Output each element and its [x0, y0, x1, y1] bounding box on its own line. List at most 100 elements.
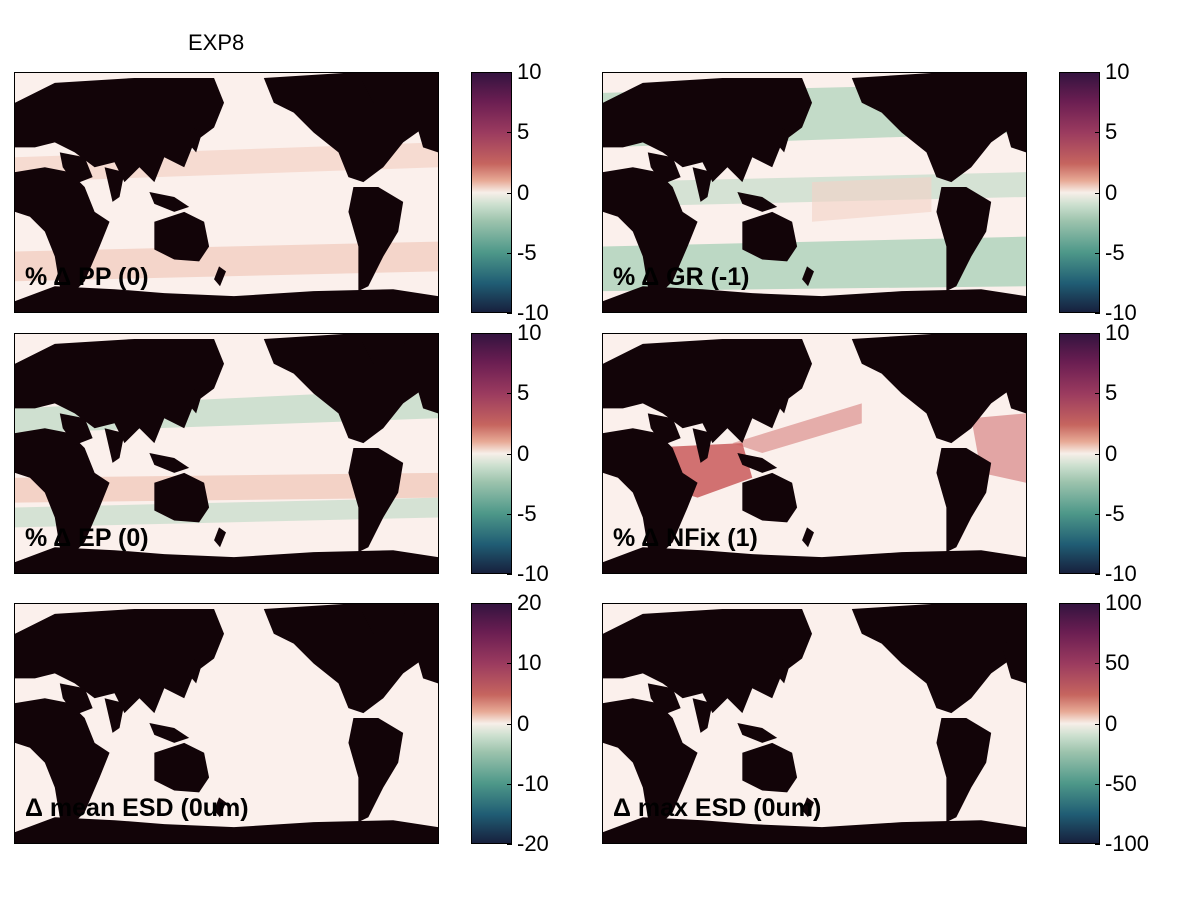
colorbar-tickmark [1095, 72, 1100, 73]
japan-land [189, 658, 203, 684]
greenland-land [358, 73, 409, 103]
arabia-land [647, 683, 681, 716]
map-panel-flat-4: Δ mean ESD (0um) [14, 603, 439, 844]
europe-land [413, 107, 438, 153]
india-land [104, 698, 125, 733]
colorbar-tickmark [507, 663, 512, 665]
australia-land [154, 472, 210, 523]
greenland-land [946, 73, 997, 103]
southamerica-land [936, 448, 992, 553]
nfix-pacific-streak [732, 403, 862, 454]
japan-land [189, 388, 203, 414]
colorbar-tickmark [507, 453, 512, 455]
world-map [603, 334, 1026, 573]
colorbar-tickmark [507, 513, 512, 515]
colorbar-tick-label: 0 [1105, 179, 1118, 205]
map-panel-ep-2: % Δ EP (0) [14, 333, 439, 574]
colorbar-tick-label: 100 [1105, 590, 1142, 615]
india-land [692, 167, 713, 202]
europe-land [413, 368, 438, 414]
colorbar-tick-label: -5 [1105, 500, 1125, 526]
colorbar-tick-label: 50 [1105, 650, 1130, 676]
europe-land [1001, 638, 1026, 684]
panel-label: % Δ PP (0) [25, 263, 149, 291]
india-land [692, 698, 713, 733]
colorbar [471, 72, 512, 313]
colorbar-tickmark [507, 574, 512, 575]
colorbar-tickmark [1095, 313, 1100, 314]
sea-islands-land [149, 723, 190, 743]
colorbar [471, 333, 512, 574]
japan-land [189, 127, 203, 153]
colorbar-tick-label: -10 [517, 300, 549, 325]
map-panel-nfix-3: % Δ NFix (1) [602, 333, 1027, 574]
colorbar-tick-label: -100 [1105, 831, 1150, 856]
australia-land [154, 211, 210, 262]
antarctica-land [603, 547, 1026, 573]
newzealand-land [802, 266, 815, 287]
colorbar-tickmark [507, 393, 512, 395]
antarctica-land [15, 547, 438, 573]
colorbar-tickmark [1095, 783, 1100, 785]
colorbar-tickmark [1095, 513, 1100, 515]
india-land [692, 428, 713, 463]
colorbar-tickmark [1095, 333, 1100, 334]
colorbar-tick-label: 5 [1105, 119, 1118, 145]
australia-land [742, 472, 798, 523]
colorbar-tick-label: 0 [517, 179, 530, 205]
panel-label: % Δ NFix (1) [613, 524, 758, 552]
colorbar-tickmark [507, 132, 512, 134]
newzealand-land [214, 797, 227, 818]
africa-land [15, 167, 110, 297]
newzealand-land [802, 527, 815, 548]
antarctica-land [603, 286, 1026, 312]
map-panel-pp-0: % Δ PP (0) [14, 72, 439, 313]
eurasia-land [15, 608, 225, 714]
colorbar-tickmark [1095, 574, 1100, 575]
colorbar [1059, 603, 1100, 844]
colorbar-tickmark [1095, 844, 1100, 845]
colorbar-tick-label: 0 [517, 710, 530, 736]
colorbar-tickmark [1095, 192, 1100, 194]
colorbar-tickmark [1095, 393, 1100, 395]
gr-southern-band [603, 236, 1026, 292]
arabia-land [59, 683, 93, 716]
australia-land [154, 742, 210, 793]
newzealand-land [214, 527, 227, 548]
colorbar-tick-label: -5 [517, 500, 537, 526]
antarctica-land [603, 817, 1026, 843]
sea-islands-land [737, 192, 778, 212]
northamerica-land [851, 604, 1026, 714]
colorbar-tick-label: 0 [1105, 710, 1118, 736]
southamerica-land [348, 187, 404, 292]
colorbar-tick-label: 10 [517, 59, 542, 84]
africa-land [603, 167, 698, 297]
colorbar [1059, 72, 1100, 313]
colorbar-tick-label: 10 [1105, 59, 1130, 84]
newzealand-land [802, 797, 815, 818]
colorbar-tick-label: -10 [1105, 300, 1137, 325]
colorbar-tickmark [507, 72, 512, 73]
eurasia-land [603, 77, 813, 183]
europe-land [1001, 368, 1026, 414]
northamerica-land [263, 73, 438, 183]
antarctica-land [15, 286, 438, 312]
northamerica-land [851, 334, 1026, 444]
arabia-land [647, 413, 681, 446]
arabia-land [59, 413, 93, 446]
gr-pacific-patch [812, 177, 932, 222]
colorbar-tick-label: -10 [1105, 561, 1137, 586]
japan-land [777, 658, 791, 684]
world-map [15, 73, 438, 312]
colorbar-tickmark [1095, 603, 1100, 604]
figure-title: EXP8 [188, 30, 245, 55]
colorbar [1059, 333, 1100, 574]
arabia-land [647, 152, 681, 185]
australia-land [742, 211, 798, 262]
world-map [15, 604, 438, 843]
eurasia-land [15, 338, 225, 444]
africa-land [15, 428, 110, 558]
africa-land [603, 428, 698, 558]
greenland-land [946, 334, 997, 364]
colorbar [471, 603, 512, 844]
